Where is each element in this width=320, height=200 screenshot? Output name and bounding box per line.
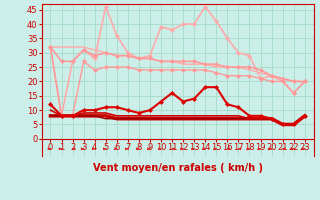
X-axis label: Vent moyen/en rafales ( km/h ): Vent moyen/en rafales ( km/h ) [92,163,263,173]
